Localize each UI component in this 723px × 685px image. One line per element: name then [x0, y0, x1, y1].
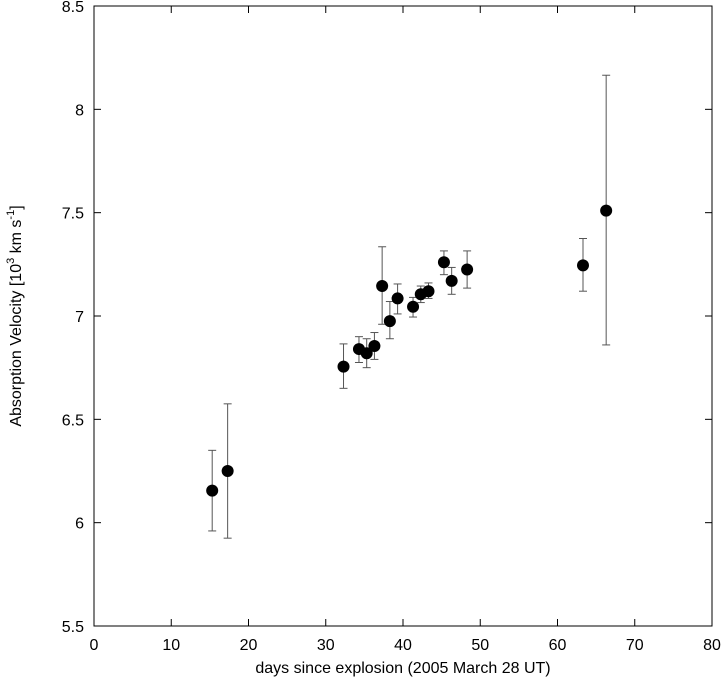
data-point [407, 300, 420, 313]
data-point [360, 347, 373, 360]
y-tick-label: 8.5 [62, 0, 84, 16]
y-axis-title-exp2: -1 [5, 210, 17, 220]
data-point [600, 204, 613, 217]
x-tick-label: 40 [394, 637, 412, 654]
data-points [206, 74, 613, 539]
y-axis-title-main: Absorption Velocity [10 [8, 264, 25, 427]
data-point [461, 263, 474, 276]
data-point [368, 339, 381, 352]
y-axis-title: Absorption Velocity [103 km s-1] [5, 205, 25, 426]
y-tick-label: 7 [75, 309, 84, 326]
x-tick-label: 70 [626, 637, 644, 654]
y-tick-label: 6 [75, 516, 84, 533]
data-point [221, 465, 234, 477]
data-point [206, 484, 219, 497]
y-tick-label: 8 [75, 102, 84, 119]
data-point [337, 360, 350, 373]
y-axis-title-exp1: 3 [5, 258, 17, 264]
x-tick-label: 30 [317, 637, 335, 654]
x-axis-title: days since explosion (2005 March 28 UT) [255, 660, 550, 677]
x-tick-label: 20 [240, 637, 258, 654]
plot-frame [93, 5, 713, 627]
x-tick-label: 60 [549, 637, 567, 654]
x-tick-label: 0 [90, 637, 99, 654]
x-tick-label: 80 [703, 637, 721, 654]
data-point [445, 274, 458, 287]
data-point [383, 315, 396, 328]
data-point [376, 280, 389, 293]
data-point [576, 259, 589, 272]
plot-area [93, 5, 713, 627]
data-point [437, 256, 450, 269]
y-axis-title-unit: km s [8, 220, 25, 258]
y-tick-label: 7.5 [62, 206, 84, 223]
data-point [422, 285, 435, 298]
x-tick-label: 10 [162, 637, 180, 654]
y-tick-label: 6.5 [62, 412, 84, 429]
y-tick-label: 5.5 [62, 619, 84, 636]
axis-ticks: 0 10 20 30 40 50 60 70 80 5.5 6 6.5 7 7.5 8 8.5 [62, 0, 721, 654]
x-tick-label: 50 [471, 637, 489, 654]
data-point [391, 292, 404, 305]
y-axis-title-close: ] [8, 205, 25, 209]
